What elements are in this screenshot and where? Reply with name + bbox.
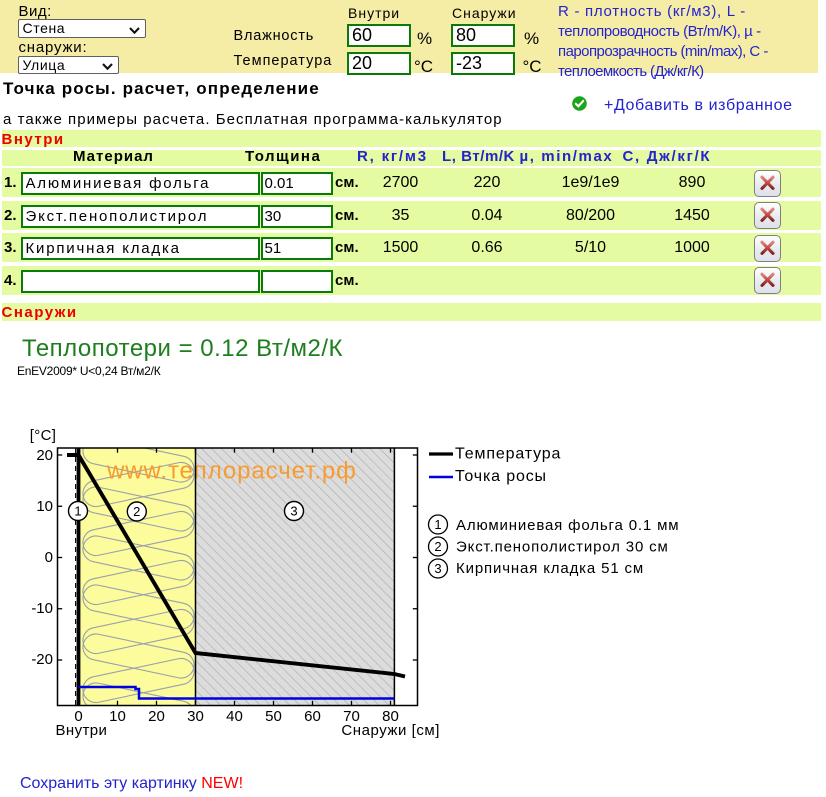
svg-text:70: 70	[343, 708, 360, 725]
svg-text:0: 0	[74, 708, 82, 725]
svg-text:10: 10	[109, 708, 126, 725]
svg-text:1: 1	[74, 504, 81, 519]
svg-text:0: 0	[45, 549, 53, 566]
svg-text:1: 1	[434, 517, 441, 532]
svg-text:3: 3	[290, 504, 297, 519]
svg-text:10: 10	[36, 498, 53, 515]
svg-text:40: 40	[226, 708, 243, 725]
svg-text:2: 2	[434, 539, 441, 554]
svg-text:Снаружи [см]: Снаружи [см]	[341, 722, 440, 739]
svg-text:Точка росы: Точка росы	[455, 468, 547, 485]
svg-text:30: 30	[187, 708, 204, 725]
svg-text:20: 20	[36, 447, 53, 464]
svg-text:Внутри: Внутри	[56, 722, 108, 739]
svg-text:60: 60	[304, 708, 321, 725]
svg-text:50: 50	[265, 708, 282, 725]
svg-text:80: 80	[382, 708, 399, 725]
svg-text:Алюминиевая фольга 0.1 мм: Алюминиевая фольга 0.1 мм	[456, 517, 679, 534]
svg-text:2: 2	[133, 504, 140, 519]
svg-text:[°C]: [°C]	[30, 427, 56, 444]
svg-text:3: 3	[434, 561, 441, 576]
svg-text:20: 20	[148, 708, 165, 725]
svg-text:-10: -10	[31, 600, 53, 617]
svg-text:Кирпичная кладка 51 см: Кирпичная кладка 51 см	[456, 560, 644, 577]
svg-text:www.теплорасчет.рф: www.теплорасчет.рф	[106, 458, 357, 485]
svg-text:Температура: Температура	[455, 446, 561, 463]
svg-text:-20: -20	[31, 651, 53, 668]
svg-text:Экст.пенополистирол 30 см: Экст.пенополистирол 30 см	[456, 539, 669, 556]
